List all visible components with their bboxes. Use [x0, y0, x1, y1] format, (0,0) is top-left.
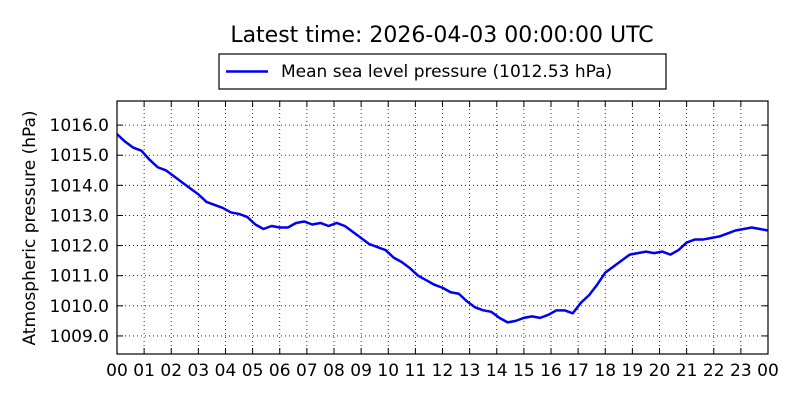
x-tick-label: 04 [215, 361, 237, 381]
grid-lines [117, 101, 768, 354]
chart-title: Latest time: 2026-04-03 00:00:00 UTC [230, 23, 653, 48]
x-tick-label: 17 [567, 361, 589, 381]
legend-label-mslp: Mean sea level pressure (1012.53 hPa) [281, 62, 612, 82]
y-tick-label: 1012.0 [50, 237, 109, 257]
x-tick-label: 20 [649, 361, 671, 381]
axis-ticks [116, 101, 769, 354]
x-tick-label: 08 [323, 361, 345, 381]
y-tick-label: 1013.0 [50, 206, 109, 226]
y-tick-label: 1011.0 [50, 267, 109, 287]
x-tick-label: 12 [432, 361, 454, 381]
y-tick-label: 1010.0 [50, 297, 109, 317]
y-tick-label: 1009.0 [50, 327, 109, 347]
y-tick-labels: 1009.0 1010.0 1011.0 1012.0 1013.0 1014.0 1015… [50, 116, 109, 347]
x-tick-label: 00 [757, 361, 779, 381]
y-tick-label: 1015.0 [50, 146, 109, 166]
x-tick-label: 05 [242, 361, 264, 381]
x-tick-label: 11 [405, 361, 427, 381]
series-line-mslp [116, 133, 769, 324]
legend-box [218, 53, 667, 90]
x-tick-label: 15 [513, 361, 535, 381]
x-tick-label: 01 [133, 361, 155, 381]
x-tick-label: 02 [160, 361, 182, 381]
x-tick-label: 16 [540, 361, 562, 381]
x-tick-label: 10 [377, 361, 399, 381]
y-tick-label: 1014.0 [50, 176, 109, 196]
x-tick-label: 07 [296, 361, 318, 381]
y-axis-label: Atmospheric pressure (hPa) [20, 110, 40, 345]
x-tick-label: 22 [703, 361, 725, 381]
x-tick-label: 13 [459, 361, 481, 381]
x-tick-label: 14 [486, 361, 508, 381]
plot-frame [116, 100, 769, 355]
x-tick-label: 06 [269, 361, 291, 381]
x-tick-label: 03 [188, 361, 210, 381]
x-tick-label: 23 [730, 361, 752, 381]
legend: Mean sea level pressure (1012.53 hPa) [218, 53, 667, 90]
x-tick-label: 18 [594, 361, 616, 381]
y-tick-label: 1016.0 [50, 116, 109, 136]
x-tick-label: 09 [350, 361, 372, 381]
x-tick-label: 00 [106, 361, 128, 381]
x-tick-labels: 00 01 02 03 04 05 06 07 08 09 10 11 12 13 14 15 16 17 18 19… [106, 361, 779, 381]
x-tick-label: 19 [622, 361, 644, 381]
x-tick-label: 21 [676, 361, 698, 381]
